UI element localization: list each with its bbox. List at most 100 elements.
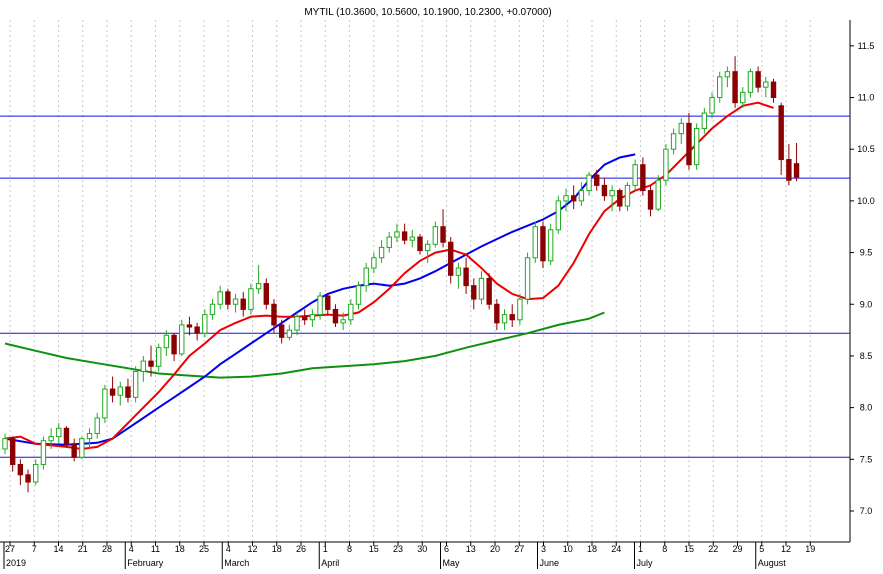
moving-average-mid bbox=[4, 153, 636, 446]
candle-body bbox=[125, 386, 131, 398]
candle bbox=[740, 87, 746, 108]
candle-body bbox=[763, 81, 769, 88]
candle-body bbox=[217, 291, 223, 305]
candle bbox=[102, 384, 108, 424]
candle-body bbox=[156, 347, 162, 367]
candle bbox=[40, 436, 47, 470]
candle bbox=[378, 240, 385, 263]
candle-body bbox=[86, 432, 93, 440]
candle-body bbox=[294, 316, 300, 331]
candle bbox=[394, 223, 400, 243]
candle bbox=[386, 231, 392, 253]
candle-body bbox=[409, 236, 416, 241]
candle bbox=[2, 433, 8, 455]
candle bbox=[532, 221, 538, 263]
x-tick-label: 18 bbox=[272, 544, 282, 554]
candle bbox=[317, 291, 323, 320]
candle bbox=[786, 144, 792, 186]
candle bbox=[693, 123, 700, 170]
candle bbox=[271, 299, 277, 334]
candle bbox=[79, 436, 85, 460]
candle-body bbox=[586, 174, 592, 192]
candle bbox=[56, 423, 62, 444]
candle bbox=[132, 366, 139, 403]
candle-body bbox=[332, 308, 339, 324]
candle bbox=[278, 319, 285, 344]
candle bbox=[494, 299, 500, 331]
candle-body bbox=[17, 463, 24, 476]
candle bbox=[432, 221, 439, 248]
month-label: March bbox=[224, 558, 249, 568]
candle-body bbox=[163, 334, 170, 349]
axis-layer: 27 7 14 21 28 4 11 18 25 4 12 18 26 1 8 15 23 30 6 13 20 27 3 1… bbox=[0, 20, 875, 569]
x-tick-label: 7 bbox=[32, 544, 37, 554]
candle bbox=[601, 178, 608, 201]
month-label: 2019 bbox=[6, 558, 26, 568]
candle bbox=[140, 355, 147, 382]
month-label: July bbox=[637, 558, 654, 568]
candle bbox=[202, 309, 208, 338]
candle-body bbox=[371, 257, 377, 269]
candle bbox=[156, 343, 162, 372]
month-label: May bbox=[443, 558, 461, 568]
candle-body bbox=[693, 128, 700, 166]
candle-body bbox=[348, 303, 354, 321]
y-tick-label: 10.5 bbox=[857, 144, 875, 154]
candle-body bbox=[609, 190, 615, 197]
candle-body bbox=[271, 303, 277, 326]
candle-body bbox=[793, 163, 800, 178]
candle-body bbox=[786, 159, 792, 181]
x-tick-label: 28 bbox=[102, 544, 112, 554]
candle bbox=[94, 412, 100, 439]
moving-average-long bbox=[4, 311, 605, 379]
candle bbox=[363, 262, 369, 292]
candle-body bbox=[132, 370, 139, 398]
candle-body bbox=[501, 314, 508, 324]
candle-body bbox=[709, 97, 715, 114]
x-tick-label: 12 bbox=[781, 544, 791, 554]
candle-body bbox=[747, 71, 754, 93]
candle bbox=[117, 381, 123, 406]
chart-title: MYTIL (10.3600, 10.5600, 10.1900, 10.230… bbox=[304, 7, 551, 18]
x-tick-label: 15 bbox=[369, 544, 379, 554]
candle bbox=[578, 182, 585, 207]
candle-body bbox=[363, 267, 369, 287]
candle bbox=[755, 66, 761, 93]
candle bbox=[478, 271, 485, 305]
candle bbox=[217, 285, 223, 310]
candle bbox=[670, 128, 677, 155]
candle-body bbox=[663, 148, 669, 181]
candle bbox=[248, 283, 254, 315]
x-tick-label: 10 bbox=[563, 544, 573, 554]
candle-body bbox=[263, 283, 269, 305]
candle-body bbox=[701, 112, 708, 130]
candle-body bbox=[317, 295, 323, 316]
candle-body bbox=[478, 277, 485, 300]
candle-body bbox=[225, 291, 231, 305]
candle-body bbox=[717, 76, 723, 99]
candle bbox=[517, 293, 523, 325]
x-tick-label: 13 bbox=[466, 544, 476, 554]
candle bbox=[763, 76, 769, 98]
candle bbox=[709, 92, 715, 119]
x-tick-label: 19 bbox=[805, 544, 815, 554]
candle-body bbox=[509, 314, 515, 321]
candle bbox=[524, 252, 531, 305]
candle-body bbox=[325, 295, 331, 310]
x-tick-label: 18 bbox=[175, 544, 185, 554]
candle-body bbox=[117, 386, 123, 396]
candle bbox=[340, 312, 346, 331]
candle-body bbox=[240, 298, 246, 310]
candle bbox=[109, 376, 116, 403]
candle-body bbox=[578, 190, 585, 202]
candle bbox=[409, 229, 416, 248]
candle-body bbox=[486, 277, 492, 305]
candle-body bbox=[148, 360, 154, 367]
candle-body bbox=[232, 298, 239, 305]
grid-layer bbox=[9, 20, 811, 542]
x-tick-label: 4 bbox=[129, 544, 134, 554]
x-tick-label: 11 bbox=[151, 544, 160, 554]
x-tick-label: 1 bbox=[323, 544, 328, 554]
candle bbox=[48, 428, 54, 449]
candle bbox=[125, 378, 131, 403]
